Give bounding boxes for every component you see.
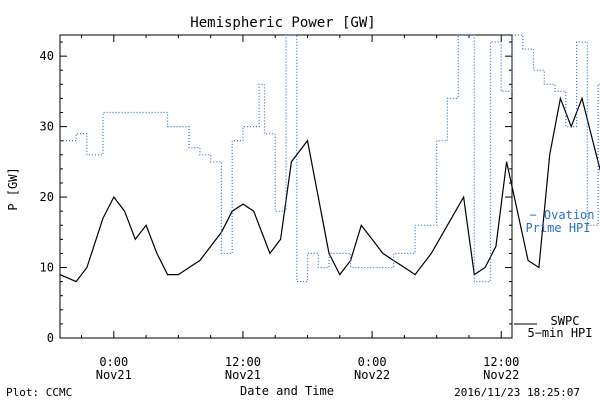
x-tick-label-date: Nov21 <box>96 368 132 382</box>
chart-title: Hemispheric Power [GW] <box>190 15 375 31</box>
y-tick-label: 0 <box>47 331 54 345</box>
x-axis: 0:00Nov2112:00Nov210:00Nov2212:00Nov220:… <box>81 35 519 382</box>
legend-swpc-line1: SWPC <box>551 314 580 328</box>
plot-timestamp: 2016/11/23 18:25:07 <box>454 386 580 399</box>
x-tick-label-time: 0:00 <box>99 355 128 369</box>
y-tick-label: 40 <box>40 49 54 63</box>
legend-swpc-line2: 5−min HPI <box>527 326 592 340</box>
legend-ovation-line1: − Ovation <box>529 208 594 222</box>
y-tick-label: 10 <box>40 261 54 275</box>
y-tick-label: 30 <box>40 120 54 134</box>
x-tick-label-time: 0:00 <box>358 355 387 369</box>
x-tick-label-date: Nov22 <box>354 368 390 382</box>
series-layer <box>59 34 600 283</box>
legend-ovation: − Ovation Prime HPI <box>525 208 594 235</box>
legend-swpc: SWPC 5−min HPI <box>514 314 593 340</box>
series-ovation-prime-line <box>60 34 600 283</box>
y-axis-label: P [GW] <box>6 167 20 210</box>
x-tick-label-time: 12:00 <box>225 355 261 369</box>
x-tick-label-time: 12:00 <box>483 355 519 369</box>
y-tick-label: 20 <box>40 190 54 204</box>
x-tick-label-date: Nov22 <box>483 368 519 382</box>
series-swpc-hpi-line <box>59 96 600 283</box>
legend-ovation-line2: Prime HPI <box>525 221 590 235</box>
x-tick-label-date: Nov21 <box>225 368 261 382</box>
plot-credit: Plot: CCMC <box>6 386 72 399</box>
x-axis-label: Date and Time <box>240 384 334 398</box>
y-axis: 0 10 20 30 40 <box>40 41 512 345</box>
